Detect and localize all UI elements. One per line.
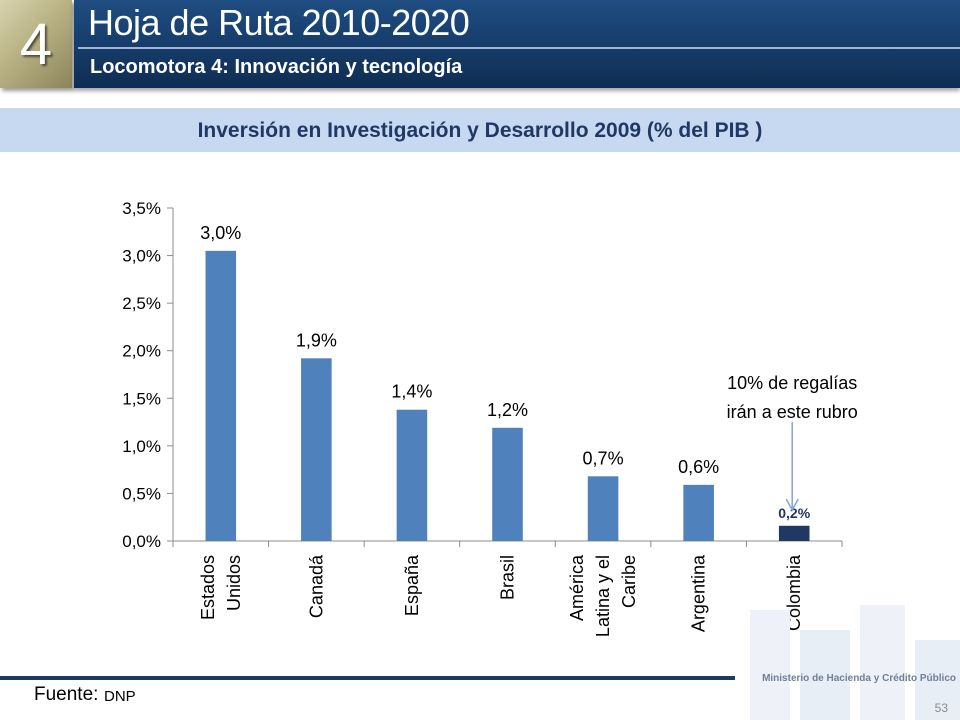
category-label: Argentina: [689, 554, 709, 632]
category-label: América Latina y el Caribe: [567, 554, 639, 637]
y-tick-label: 2,5%: [122, 294, 161, 313]
source-value: DNP: [104, 688, 136, 705]
page-title: Hoja de Ruta 2010-2020: [88, 2, 470, 43]
section-number-badge: 4: [0, 0, 72, 88]
category-label-line: Latina y el: [593, 555, 613, 637]
category-label: Brasil: [498, 555, 518, 600]
category-label-line: Brasil: [498, 555, 518, 600]
data-label: 1,2%: [487, 400, 528, 420]
data-label: 3,0%: [200, 223, 241, 243]
y-tick-label: 3,5%: [122, 199, 161, 218]
data-label: 0,2%: [778, 505, 810, 521]
category-label-line: Caribe: [619, 555, 639, 608]
bar: [683, 484, 714, 541]
bar: [396, 409, 428, 541]
footer-rule: [0, 676, 735, 680]
section-band: Inversión en Investigación y Desarrollo …: [0, 108, 960, 152]
category-label-line: Argentina: [689, 554, 709, 632]
page-number: 53: [934, 701, 948, 715]
y-tick-label: 3,0%: [122, 247, 161, 266]
footer-decoration: [750, 605, 960, 720]
y-tick-label: 1,0%: [122, 437, 161, 456]
chart-title: Inversión en Investigación y Desarrollo …: [197, 119, 763, 142]
category-label-line: Unidos: [224, 555, 244, 611]
data-label: 0,7%: [583, 448, 624, 468]
bar: [492, 427, 523, 541]
category-label-line: España: [402, 554, 422, 616]
header-divider: [78, 47, 960, 49]
annotation-arrowhead: [785, 498, 799, 512]
y-tick-label: 0,0%: [122, 532, 161, 551]
source-label: Fuente:: [34, 684, 99, 705]
data-label: 1,9%: [296, 330, 337, 350]
bar: [301, 358, 332, 541]
section-number: 4: [19, 11, 53, 77]
category-label-line: Estados: [198, 555, 218, 620]
category-label-line: América: [567, 554, 587, 621]
y-tick-label: 1,5%: [122, 389, 161, 408]
ministry-name: Ministerio de Hacienda y Crédito Público: [762, 673, 956, 684]
y-tick-label: 2,0%: [122, 342, 161, 361]
category-label-line: Canadá: [306, 554, 326, 618]
annotation-text: 10% de regalías: [727, 373, 857, 393]
bar: [587, 476, 619, 541]
data-label: 0,6%: [678, 457, 719, 477]
annotation-text: irán a este rubro: [727, 402, 858, 422]
category-label: Canadá: [306, 554, 326, 618]
bar: [205, 250, 237, 542]
y-tick-label: 0,5%: [122, 484, 161, 503]
page-subtitle: Locomotora 4: Innovación y tecnología: [90, 56, 463, 78]
data-label: 1,4%: [391, 382, 432, 402]
bar: [778, 525, 810, 541]
category-label: España: [402, 554, 422, 616]
header-bar: Hoja de Ruta 2010-2020 Locomotora 4: Inn…: [74, 0, 960, 88]
category-label: Estados Unidos: [198, 555, 244, 620]
